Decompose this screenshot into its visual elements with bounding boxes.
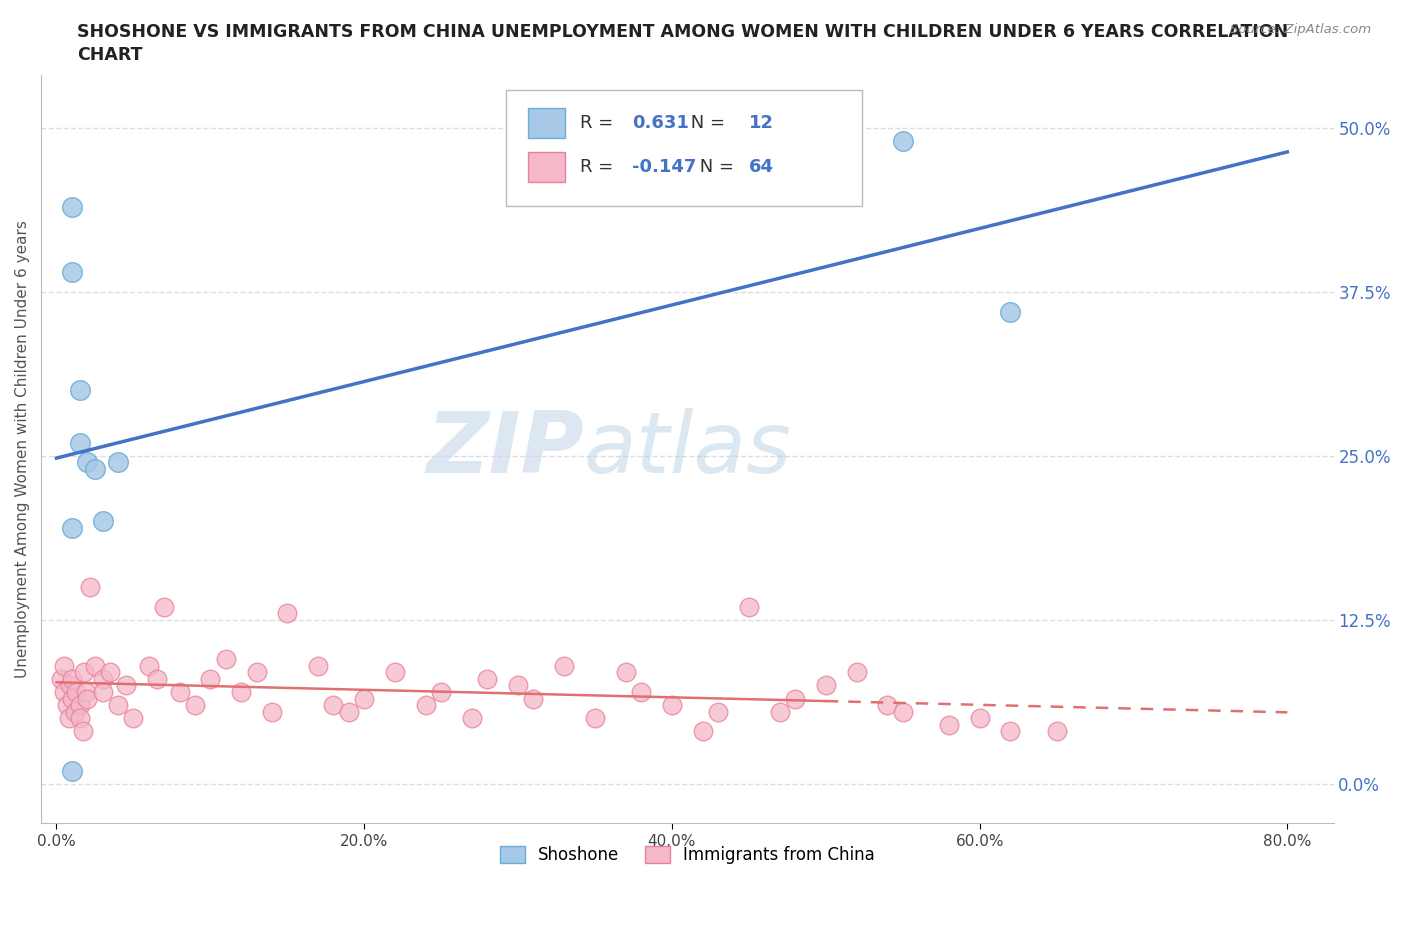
Point (73, 665, 96, 680)
Point (477, 671, 499, 686)
Point (145, 671, 167, 686)
Point (938, 717, 960, 732)
Point (60, 671, 83, 686)
Text: N =: N = (693, 158, 740, 177)
Point (307, 658, 329, 673)
Point (59, 678, 82, 693)
Point (184, 698, 207, 712)
Point (56, 698, 79, 712)
Point (53, 684, 76, 699)
Text: R =: R = (581, 158, 619, 177)
Point (661, 698, 683, 712)
Point (79, 579, 101, 594)
Point (60, 764, 83, 778)
Point (107, 698, 129, 712)
Point (91, 671, 114, 686)
Point (553, 658, 575, 673)
Point (60, 265, 83, 280)
Point (76, 691, 98, 706)
Text: N =: N = (685, 113, 731, 131)
Point (845, 665, 868, 680)
Point (384, 665, 406, 680)
Point (738, 599, 761, 614)
Point (506, 678, 529, 693)
Point (876, 698, 898, 712)
Point (522, 691, 544, 706)
Point (91, 684, 114, 699)
Point (122, 711, 145, 725)
Point (1045, 724, 1067, 738)
Text: SHOSHONE VS IMMIGRANTS FROM CHINA UNEMPLOYMENT AMONG WOMEN WITH CHILDREN UNDER 6: SHOSHONE VS IMMIGRANTS FROM CHINA UNEMPL… (77, 23, 1288, 41)
Point (65, 684, 87, 699)
Point (60, 521, 83, 536)
Text: ZIP: ZIP (426, 407, 583, 491)
FancyBboxPatch shape (506, 90, 862, 206)
Point (692, 724, 714, 738)
Point (114, 678, 136, 693)
Text: 12: 12 (749, 113, 775, 131)
Text: atlas: atlas (583, 407, 792, 491)
Point (1000, 724, 1022, 738)
Point (707, 704, 730, 719)
Point (969, 711, 991, 725)
Point (72, 724, 94, 738)
Point (63, 704, 86, 719)
Point (768, 704, 790, 719)
Legend: Shoshone, Immigrants from China: Shoshone, Immigrants from China (494, 840, 882, 870)
Text: -0.147: -0.147 (631, 158, 696, 177)
Point (58, 711, 80, 725)
Point (814, 678, 837, 693)
Text: R =: R = (581, 113, 619, 131)
Point (200, 671, 222, 686)
Point (260, 704, 283, 719)
Point (69, 383, 91, 398)
Point (1000, 304, 1022, 319)
Point (215, 652, 238, 667)
Point (138, 658, 160, 673)
Point (98, 665, 121, 680)
Point (153, 599, 176, 614)
Point (583, 711, 606, 725)
Point (783, 691, 806, 706)
FancyBboxPatch shape (529, 108, 565, 138)
FancyBboxPatch shape (529, 153, 565, 182)
Point (229, 684, 252, 699)
Point (60, 199, 83, 214)
Point (276, 605, 298, 620)
Point (49, 671, 72, 686)
Text: 64: 64 (749, 158, 775, 177)
Point (69, 711, 91, 725)
Point (75, 684, 97, 699)
Text: CHART: CHART (77, 46, 143, 64)
Point (337, 704, 360, 719)
Point (69, 698, 91, 712)
Point (91, 514, 114, 529)
Point (107, 455, 129, 470)
Point (430, 684, 453, 699)
Point (60, 691, 83, 706)
Text: Source: ZipAtlas.com: Source: ZipAtlas.com (1230, 23, 1371, 36)
Point (353, 691, 375, 706)
Point (891, 704, 914, 719)
Point (322, 698, 344, 712)
Point (53, 658, 76, 673)
Point (891, 134, 914, 149)
Point (461, 711, 484, 725)
Point (69, 435, 91, 450)
Point (415, 698, 437, 712)
Point (245, 665, 267, 680)
Y-axis label: Unemployment Among Women with Children Under 6 years: Unemployment Among Women with Children U… (15, 220, 30, 678)
Point (76, 455, 98, 470)
Point (630, 684, 652, 699)
Point (614, 665, 637, 680)
Point (84, 461, 107, 476)
Text: 0.631: 0.631 (631, 113, 689, 131)
Point (169, 684, 191, 699)
Point (84, 658, 107, 673)
